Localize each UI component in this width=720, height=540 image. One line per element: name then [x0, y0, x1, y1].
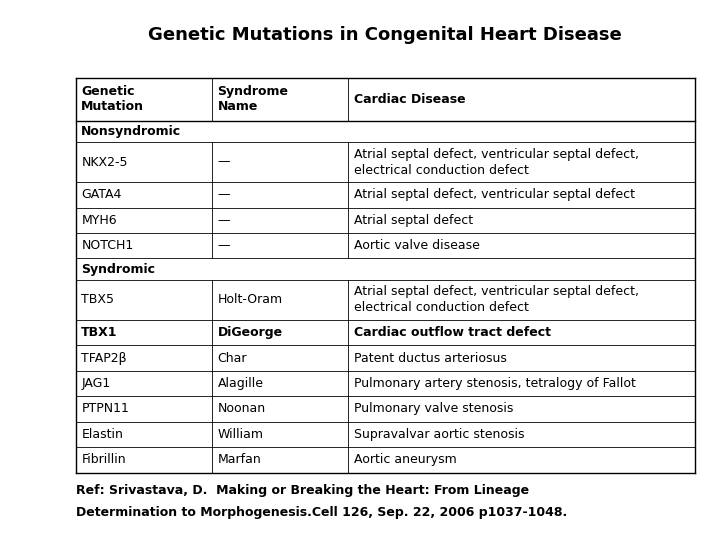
Text: Ref: Srivastava, D.  Making or Breaking the Heart: From Lineage: Ref: Srivastava, D. Making or Breaking t…: [76, 484, 528, 497]
Text: Genetic
Mutation: Genetic Mutation: [81, 85, 144, 113]
Text: DiGeorge: DiGeorge: [217, 326, 283, 339]
Text: TBX1: TBX1: [81, 326, 118, 339]
Text: Aortic aneurysm: Aortic aneurysm: [354, 453, 456, 466]
Text: Atrial septal defect: Atrial septal defect: [354, 214, 473, 227]
Text: Alagille: Alagille: [217, 377, 264, 390]
Text: —: —: [217, 188, 230, 201]
Text: Atrial septal defect, ventricular septal defect,
electrical conduction defect: Atrial septal defect, ventricular septal…: [354, 285, 639, 314]
Text: William: William: [217, 428, 264, 441]
Text: Cardiac Disease: Cardiac Disease: [354, 93, 465, 106]
Text: Fibrillin: Fibrillin: [81, 453, 126, 466]
Text: Syndrome
Name: Syndrome Name: [217, 85, 289, 113]
Text: Cardiac outflow tract defect: Cardiac outflow tract defect: [354, 326, 551, 339]
Text: Nonsyndromic: Nonsyndromic: [81, 125, 181, 138]
Text: —: —: [217, 214, 230, 227]
Text: Elastin: Elastin: [81, 428, 123, 441]
Text: Marfan: Marfan: [217, 453, 261, 466]
Text: Holt-Oram: Holt-Oram: [217, 293, 283, 306]
Text: TBX5: TBX5: [81, 293, 114, 306]
Text: TFAP2β: TFAP2β: [81, 352, 127, 365]
Text: —: —: [217, 156, 230, 168]
Text: Pulmonary artery stenosis, tetralogy of Fallot: Pulmonary artery stenosis, tetralogy of …: [354, 377, 636, 390]
Text: Aortic valve disease: Aortic valve disease: [354, 239, 480, 252]
Text: GATA4: GATA4: [81, 188, 122, 201]
Text: Patent ductus arteriosus: Patent ductus arteriosus: [354, 352, 507, 365]
Text: NKX2-5: NKX2-5: [81, 156, 128, 168]
Text: NOTCH1: NOTCH1: [81, 239, 134, 252]
Text: Pulmonary valve stenosis: Pulmonary valve stenosis: [354, 402, 513, 415]
Text: Determination to Morphogenesis.Cell 126, Sep. 22, 2006 p1037-1048.: Determination to Morphogenesis.Cell 126,…: [76, 507, 567, 519]
Text: Syndromic: Syndromic: [81, 262, 156, 275]
Text: JAG1: JAG1: [81, 377, 111, 390]
Text: Genetic Mutations in Congenital Heart Disease: Genetic Mutations in Congenital Heart Di…: [148, 26, 622, 44]
Text: Atrial septal defect, ventricular septal defect: Atrial septal defect, ventricular septal…: [354, 188, 635, 201]
Text: Supravalvar aortic stenosis: Supravalvar aortic stenosis: [354, 428, 524, 441]
Text: PTPN11: PTPN11: [81, 402, 129, 415]
Text: Char: Char: [217, 352, 247, 365]
Text: —: —: [217, 239, 230, 252]
Text: Atrial septal defect, ventricular septal defect,
electrical conduction defect: Atrial septal defect, ventricular septal…: [354, 147, 639, 177]
Text: MYH6: MYH6: [81, 214, 117, 227]
Text: Noonan: Noonan: [217, 402, 266, 415]
